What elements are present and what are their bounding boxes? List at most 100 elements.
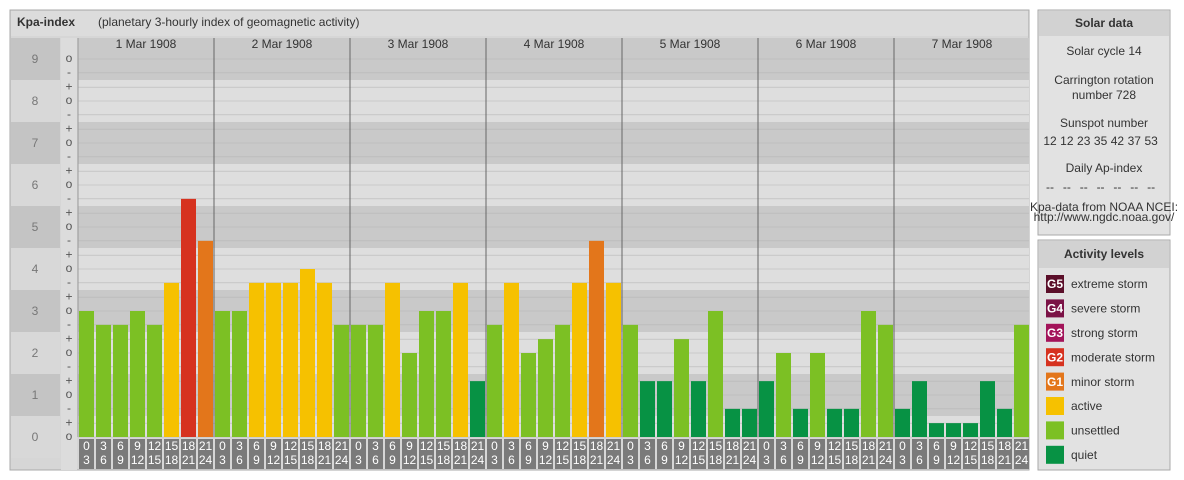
hour-cell bbox=[538, 439, 553, 469]
minor-tick-label: o bbox=[66, 261, 73, 275]
x-tick-label: 12 bbox=[284, 439, 298, 453]
bar bbox=[810, 353, 825, 437]
y-tick-label: 2 bbox=[32, 346, 39, 360]
x-tick-label: 21 bbox=[454, 453, 468, 467]
x-tick-label: 18 bbox=[998, 439, 1012, 453]
x-tick-label: 0 bbox=[355, 439, 362, 453]
bar bbox=[691, 381, 706, 437]
solar-panel bbox=[1037, 9, 1171, 236]
x-tick-label: 18 bbox=[590, 439, 604, 453]
hour-cell bbox=[130, 439, 145, 469]
x-tick-label: 6 bbox=[525, 439, 532, 453]
bar bbox=[232, 311, 247, 437]
bar bbox=[283, 282, 298, 437]
x-tick-label: 6 bbox=[644, 453, 651, 467]
hour-cell bbox=[589, 439, 604, 469]
legend-swatch bbox=[1046, 372, 1064, 391]
sunspot-label: Sunspot number bbox=[1060, 116, 1148, 130]
minor-tick-label: + bbox=[65, 289, 72, 303]
hour-cell bbox=[827, 439, 842, 469]
x-tick-label: 9 bbox=[542, 439, 549, 453]
x-tick-label: 18 bbox=[862, 439, 876, 453]
hour-cell bbox=[725, 439, 740, 469]
x-tick-label: 21 bbox=[726, 453, 740, 467]
bar bbox=[997, 408, 1012, 437]
y-tick-label: 3 bbox=[32, 304, 39, 318]
x-tick-label: 6 bbox=[253, 439, 260, 453]
legend-label: minor storm bbox=[1071, 375, 1134, 389]
sunspot-number: 12 bbox=[1043, 134, 1057, 148]
x-tick-label: 21 bbox=[607, 439, 621, 453]
x-tick-label: 9 bbox=[389, 453, 396, 467]
label-band bbox=[11, 332, 60, 374]
sunspot-number: 35 bbox=[1094, 134, 1108, 148]
hour-cell bbox=[147, 439, 162, 469]
x-tick-label: 9 bbox=[814, 439, 821, 453]
x-tick-label: 15 bbox=[148, 453, 162, 467]
x-tick-label: 9 bbox=[678, 439, 685, 453]
x-tick-label: 12 bbox=[675, 453, 689, 467]
bar bbox=[164, 282, 179, 437]
x-tick-label: 18 bbox=[573, 453, 587, 467]
x-tick-label: 12 bbox=[148, 439, 162, 453]
bar bbox=[351, 324, 366, 437]
legend-badge: G4 bbox=[1047, 302, 1063, 316]
hour-cell bbox=[759, 439, 774, 469]
hour-cell bbox=[997, 439, 1012, 469]
legend-swatch bbox=[1046, 348, 1064, 367]
y-tick-label: 8 bbox=[32, 94, 39, 108]
minor-tick-label: + bbox=[65, 121, 72, 135]
x-tick-label: 6 bbox=[389, 439, 396, 453]
hour-cell bbox=[164, 439, 179, 469]
bar bbox=[470, 381, 485, 437]
x-tick-label: 3 bbox=[355, 453, 362, 467]
bar bbox=[266, 282, 281, 437]
legend-swatch bbox=[1046, 445, 1064, 464]
hour-cell bbox=[1014, 439, 1029, 469]
hour-cell bbox=[895, 439, 910, 469]
label-band bbox=[11, 248, 60, 290]
x-tick-label: 3 bbox=[899, 453, 906, 467]
hour-cell bbox=[96, 439, 111, 469]
x-tick-label: 15 bbox=[964, 453, 978, 467]
y-tick-label: 7 bbox=[32, 136, 39, 150]
hour-cell bbox=[436, 439, 451, 469]
x-tick-label: 15 bbox=[692, 453, 706, 467]
x-tick-label: 9 bbox=[117, 453, 124, 467]
bar bbox=[827, 408, 842, 437]
minor-tick-label: + bbox=[65, 331, 72, 345]
x-tick-label: 18 bbox=[318, 439, 332, 453]
bar bbox=[96, 324, 111, 437]
x-tick-label: 24 bbox=[743, 453, 757, 467]
bar bbox=[776, 353, 791, 437]
legend-badge: G1 bbox=[1047, 375, 1063, 389]
minor-tick-label: + bbox=[65, 79, 72, 93]
x-tick-label: 18 bbox=[981, 453, 995, 467]
hour-cell bbox=[283, 439, 298, 469]
hour-cell bbox=[181, 439, 196, 469]
bar bbox=[198, 240, 213, 437]
bar bbox=[113, 324, 128, 437]
x-tick-label: 15 bbox=[556, 453, 570, 467]
x-tick-label: 6 bbox=[933, 439, 940, 453]
hour-cell bbox=[861, 439, 876, 469]
hour-cell bbox=[572, 439, 587, 469]
hour-cell bbox=[79, 439, 94, 469]
x-tick-label: 21 bbox=[199, 439, 213, 453]
x-tick-label: 3 bbox=[644, 439, 651, 453]
x-tick-label: 9 bbox=[253, 453, 260, 467]
solar-cycle: Solar cycle 14 bbox=[1066, 44, 1142, 58]
x-tick-label: 3 bbox=[491, 453, 498, 467]
minor-tick-label: + bbox=[65, 415, 72, 429]
bar bbox=[844, 408, 859, 437]
bar bbox=[912, 381, 927, 437]
x-tick-label: 18 bbox=[454, 439, 468, 453]
legend-swatch bbox=[1046, 323, 1064, 342]
bar bbox=[79, 311, 94, 437]
bar bbox=[487, 324, 502, 437]
legend-badge: G5 bbox=[1047, 277, 1063, 291]
legend-swatch bbox=[1046, 421, 1064, 440]
bar bbox=[657, 381, 672, 437]
sunspot-number: 53 bbox=[1144, 134, 1158, 148]
x-tick-label: 15 bbox=[845, 439, 859, 453]
